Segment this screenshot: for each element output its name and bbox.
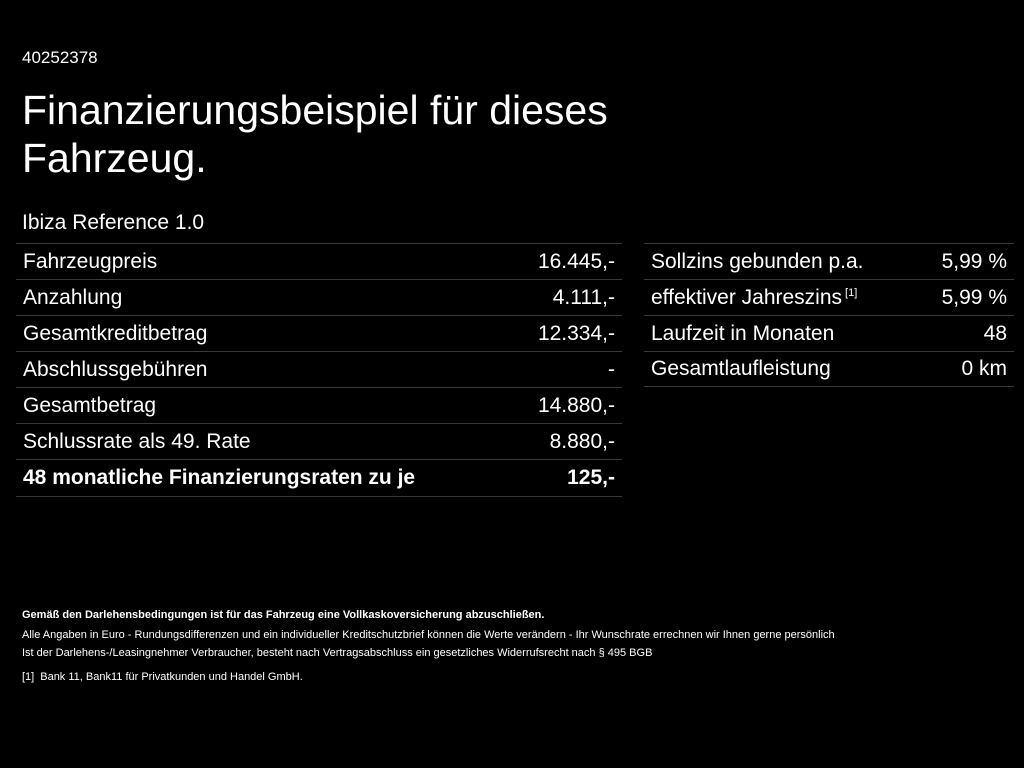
insurance-note: Gemäß den Darlehensbedingungen ist für d… <box>22 609 545 621</box>
page-title: Finanzierungsbeispiel für dieses Fahrzeu… <box>22 87 608 181</box>
financing-table: Fahrzeugpreis 16.445,- Anzahlung 4.111,-… <box>16 243 622 497</box>
table-row: Schlussrate als 49. Rate 8.880,- <box>16 423 622 459</box>
row-value: 12.334,- <box>537 321 615 345</box>
withdrawal-note: Ist der Darlehens-/Leasingnehmer Verbrau… <box>22 647 653 659</box>
table-row: Gesamtkreditbetrag 12.334,- <box>16 315 622 351</box>
row-value: 14.880,- <box>537 393 615 417</box>
row-label: Gesamtkreditbetrag <box>23 321 208 345</box>
row-label: effektiver Jahreszins <box>651 285 843 309</box>
row-label: Abschlussgebühren <box>23 357 208 381</box>
row-label-with-footnote: effektiver Jahreszins [1] <box>651 286 857 310</box>
row-label: Schlussrate als 49. Rate <box>23 429 251 453</box>
footnote-text: Bank 11, Bank11 für Privatkunden und Han… <box>40 671 303 683</box>
row-value: 5,99 % <box>941 285 1007 309</box>
row-label: Fahrzeugpreis <box>23 249 158 273</box>
row-label: Gesamtbetrag <box>23 393 157 417</box>
row-value: 8.880,- <box>549 429 615 453</box>
disclaimer-line: Alle Angaben in Euro - Rundungsdifferenz… <box>22 629 835 641</box>
row-label: Anzahlung <box>23 285 123 309</box>
table-row: Anzahlung 4.111,- <box>16 279 622 315</box>
row-value: 4.111,- <box>552 285 615 309</box>
footnote-reference: [1] <box>845 286 858 299</box>
table-row: Gesamtlaufleistung 0 km <box>644 351 1014 387</box>
row-label: Laufzeit in Monaten <box>651 321 835 345</box>
row-label: 48 monatliche Finanzierungsraten zu je <box>23 466 416 489</box>
row-value: 48 <box>983 321 1007 345</box>
table-row: Gesamtbetrag 14.880,- <box>16 387 622 423</box>
footnote-marker: [1] <box>22 671 35 683</box>
table-row: Fahrzeugpreis 16.445,- <box>16 243 622 279</box>
footnote: [1] Bank 11, Bank11 für Privatkunden und … <box>22 668 1012 686</box>
row-value: 16.445,- <box>537 249 615 273</box>
row-value: 5,99 % <box>941 249 1007 273</box>
interest-table: Sollzins gebunden p.a. 5,99 % effektiver… <box>644 243 1014 387</box>
table-row: Sollzins gebunden p.a. 5,99 % <box>644 243 1014 279</box>
monthly-rate-row: 48 monatliche Finanzierungsraten zu je 1… <box>16 459 622 497</box>
row-label: Gesamtlaufleistung <box>651 357 831 380</box>
page-id: 40252378 <box>22 48 98 67</box>
row-label: Sollzins gebunden p.a. <box>651 249 864 273</box>
table-row: effektiver Jahreszins [1] 5,99 % <box>644 279 1014 315</box>
row-value: 125,- <box>567 466 615 489</box>
table-row: Laufzeit in Monaten 48 <box>644 315 1014 351</box>
table-row: Abschlussgebühren - <box>16 351 622 387</box>
legal-footer: Gemäß den Darlehensbedingungen ist für d… <box>22 606 1012 686</box>
row-value: - <box>608 357 615 381</box>
row-value: 0 km <box>961 357 1007 380</box>
vehicle-model: Ibiza Reference 1.0 <box>22 211 205 234</box>
